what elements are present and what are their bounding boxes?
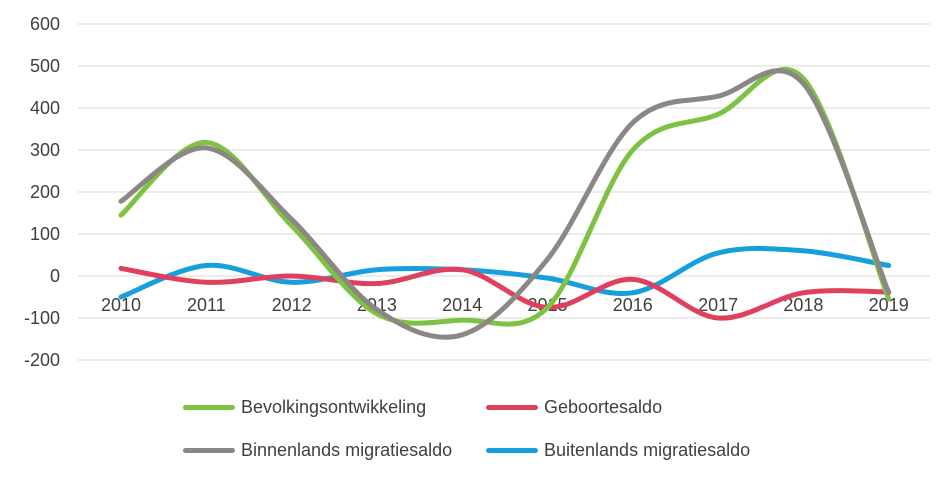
legend-item-bevolkingsontwikkeling: Bevolkingsontwikkeling bbox=[183, 397, 426, 418]
x-tick-label: 2011 bbox=[187, 295, 226, 315]
y-tick-label: -100 bbox=[24, 308, 60, 328]
y-tick-label: 300 bbox=[30, 140, 60, 160]
legend-swatch bbox=[486, 448, 538, 453]
legend-item-buitenlands-migratiesaldo: Buitenlands migratiesaldo bbox=[486, 440, 750, 461]
y-tick-label: -200 bbox=[24, 350, 60, 370]
y-tick-label: 100 bbox=[30, 224, 60, 244]
y-tick-label: 400 bbox=[30, 98, 60, 118]
x-tick-label: 2018 bbox=[783, 295, 823, 315]
series-lines bbox=[118, 67, 892, 340]
legend-swatch bbox=[183, 448, 235, 453]
legend-item-geboortesaldo: Geboortesaldo bbox=[486, 397, 662, 418]
legend-label: Binnenlands migratiesaldo bbox=[241, 440, 453, 460]
y-tick-label: 200 bbox=[30, 182, 60, 202]
x-tick-label: 2010 bbox=[101, 295, 141, 315]
series-line-geboortesaldo bbox=[118, 265, 892, 321]
legend-label: Geboortesaldo bbox=[544, 397, 663, 417]
x-tick-label: 2017 bbox=[698, 295, 738, 315]
legend-label: Bevolkingsontwikkeling bbox=[241, 397, 427, 417]
y-tick-label: 0 bbox=[50, 266, 60, 286]
legend-swatch bbox=[183, 405, 235, 410]
x-tick-label: 2014 bbox=[442, 295, 482, 315]
x-tick-label: 2012 bbox=[272, 295, 312, 315]
series-line-binnenlands-migratiesaldo bbox=[118, 68, 892, 340]
y-tick-label: 600 bbox=[30, 14, 60, 34]
legend-label: Buitenlands migratiesaldo bbox=[544, 440, 751, 460]
x-tick-label: 2016 bbox=[613, 295, 653, 315]
series-line-buitenlands-migratiesaldo bbox=[118, 245, 892, 300]
legend-swatch bbox=[486, 405, 538, 410]
y-axis-tick-labels: -200 -100 0 100 200 300 400 500 600 bbox=[24, 14, 60, 370]
x-tick-label: 2019 bbox=[869, 295, 909, 315]
legend-item-binnenlands-migratiesaldo: Binnenlands migratiesaldo bbox=[183, 440, 452, 461]
y-tick-label: 500 bbox=[30, 56, 60, 76]
